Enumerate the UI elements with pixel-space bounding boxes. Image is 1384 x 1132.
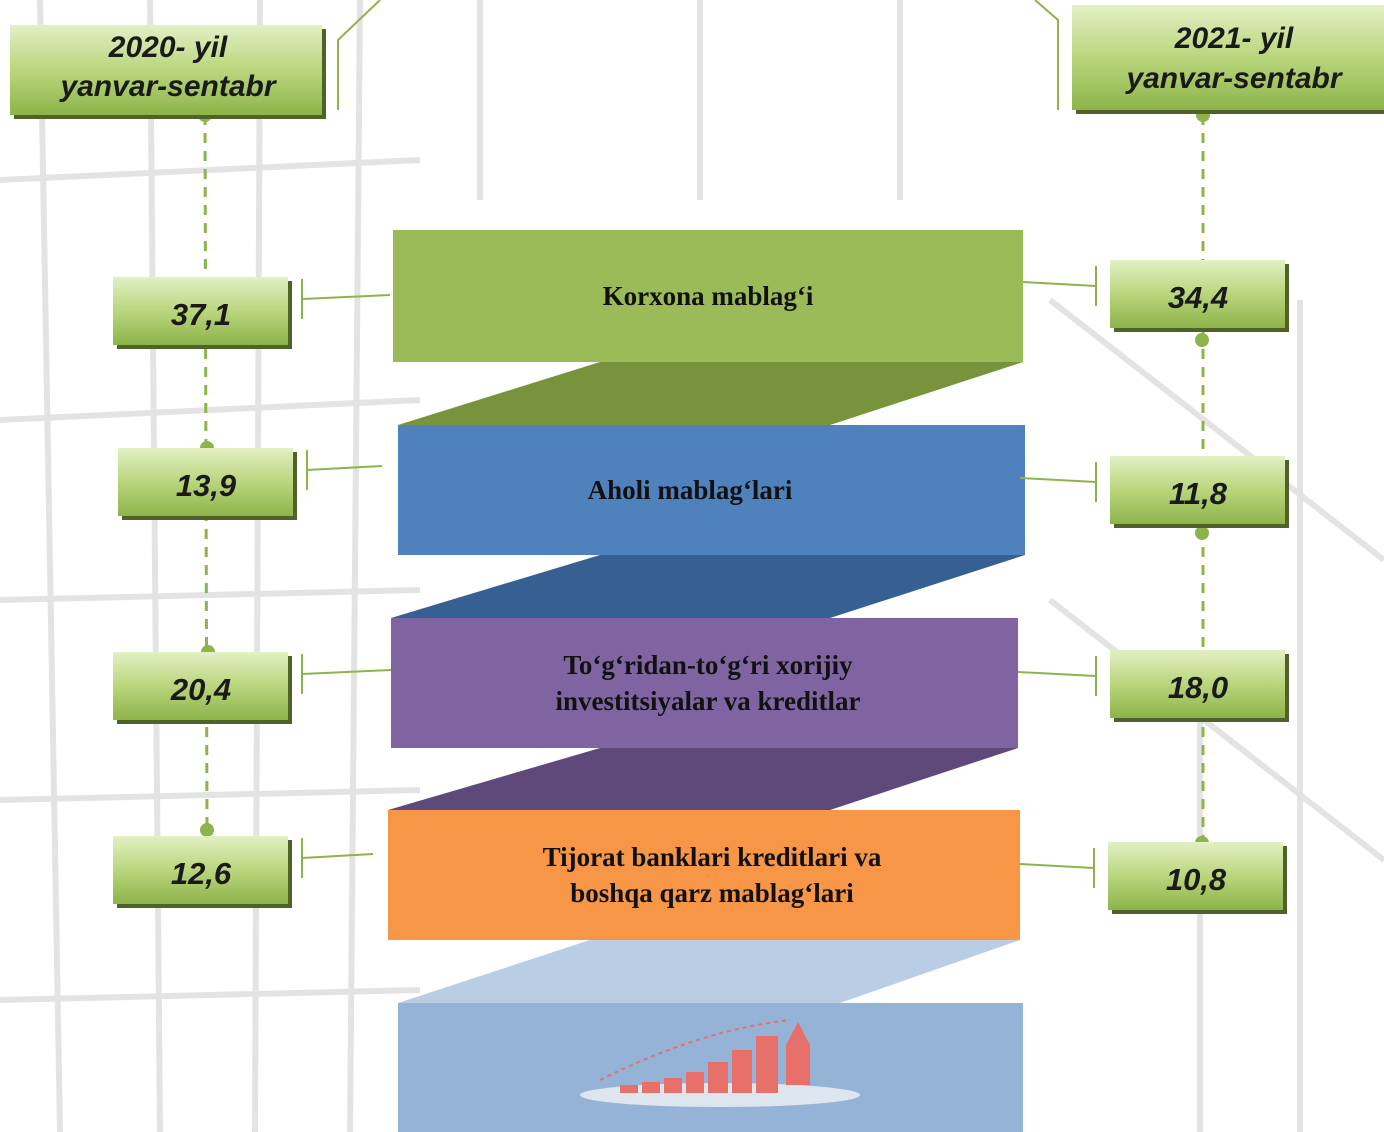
value-text: 34,4 <box>1168 280 1228 315</box>
connector <box>398 362 1023 425</box>
value-box <box>1110 456 1285 524</box>
value-text: 20,4 <box>170 672 231 707</box>
header-text: yanvar-sentabr <box>1124 62 1343 95</box>
category-label: Korxona mablag‘i <box>603 281 814 311</box>
connector <box>388 748 1018 810</box>
category-box <box>388 810 1020 940</box>
rocket-icon <box>580 1019 860 1107</box>
header-text: 2020- yil <box>108 31 228 64</box>
category-box <box>398 425 1025 555</box>
category-box <box>393 230 1023 362</box>
category-label: Tijorat banklari kreditlari va <box>543 842 882 872</box>
items: 37,1 34,4 Korxona mablag‘i 13,9 11,8 Aholi ma… <box>113 260 1289 914</box>
connector <box>398 940 1020 1003</box>
connector-line <box>1022 281 1097 287</box>
connector-line <box>1019 863 1095 869</box>
category-label: boshqa qarz mablag‘lari <box>570 878 854 908</box>
value-text: 11,8 <box>1169 476 1228 511</box>
value-box <box>113 836 288 904</box>
value-box <box>1108 842 1283 910</box>
value-box <box>118 448 293 516</box>
connector <box>391 555 1025 618</box>
value-box <box>1110 260 1285 328</box>
category-label: Aholi mablag‘lari <box>588 475 793 505</box>
value-text: 10,8 <box>1166 862 1227 897</box>
connector-line <box>306 465 383 471</box>
connector-line <box>1017 671 1097 677</box>
value-box <box>113 277 288 345</box>
value-text: 18,0 <box>1168 670 1228 705</box>
value-box <box>1110 650 1285 718</box>
header-text: yanvar-sentabr <box>58 70 277 103</box>
connector-line <box>1019 477 1097 483</box>
category-label: To‘g‘ridan-to‘g‘ri xorijiy <box>563 650 853 680</box>
header-text: 2021- yil <box>1174 22 1294 55</box>
value-text: 13,9 <box>176 468 237 503</box>
value-text: 37,1 <box>171 297 231 332</box>
header-right: 2021- yil yanvar-sentabr <box>1034 0 1384 114</box>
header-left: 2020- yil yanvar-sentabr <box>10 0 381 119</box>
category-label: investitsiyalar va kreditlar <box>556 686 861 716</box>
category-box <box>391 618 1018 748</box>
connector-line <box>301 669 392 675</box>
connector-line <box>301 853 374 859</box>
value-box <box>113 652 288 720</box>
connector-line <box>301 294 391 300</box>
value-text: 12,6 <box>171 856 232 891</box>
